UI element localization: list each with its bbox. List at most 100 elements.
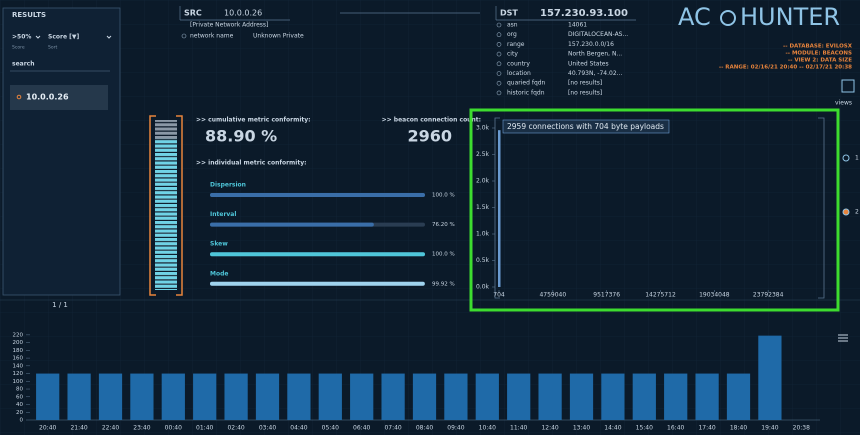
search-input[interactable]: search: [12, 61, 34, 68]
x-tick-label: 08:40: [416, 425, 433, 432]
bar: [569, 373, 594, 420]
metric-name: Skew: [210, 241, 228, 248]
bar: [287, 373, 311, 420]
src-label: SRC: [184, 9, 202, 18]
y-tick-label: 100: [13, 379, 24, 385]
x-tick-label: 05:40: [322, 425, 339, 432]
x-tick-label: 10:40: [479, 425, 496, 432]
highlight-box: [469, 108, 840, 312]
x-tick-label: 17:40: [698, 425, 715, 432]
y-tick-label: 0.0k: [476, 284, 490, 291]
y-tick-label: 0.5k: [476, 257, 490, 264]
bar: [444, 373, 468, 420]
bar: [193, 373, 217, 420]
metric-label: 100.0 %: [432, 193, 455, 199]
field-name: range: [507, 41, 525, 48]
y-tick-label: 200: [13, 340, 24, 346]
field-value: North Bergen, N...: [568, 51, 622, 58]
field-icon: [496, 22, 502, 28]
x-tick-label: 01:40: [196, 425, 213, 432]
field-name: city: [507, 51, 518, 58]
individual-title: >> individual metric conformity:: [196, 160, 307, 167]
src-frame: [179, 6, 480, 21]
metric-name: Interval: [210, 211, 236, 218]
field-name: quaried fqdn: [507, 80, 546, 87]
y-tick-label: 1.5k: [476, 204, 490, 211]
view-2[interactable]: 2: [855, 209, 859, 216]
field-value: United States: [568, 60, 609, 67]
context-line: -- VIEW 2: DATA SIZE: [788, 58, 852, 64]
bar: [726, 373, 751, 420]
context-line: -- DATABASE: EVILOSX: [783, 44, 853, 50]
y-tick-label: 3.0k: [476, 125, 490, 132]
result-ip[interactable]: 10.0.0.26: [26, 93, 69, 102]
field-icon: [181, 33, 187, 39]
bar: [381, 373, 405, 420]
cumulative-value: 88.90 %: [205, 127, 277, 146]
view-2-dot[interactable]: [842, 208, 850, 216]
x-tick-label: 06:40: [353, 425, 370, 432]
view-1-dot[interactable]: [842, 154, 850, 162]
result-item[interactable]: [10, 85, 108, 110]
gauge-frame: [149, 115, 183, 296]
bar: [475, 373, 499, 420]
x-tick-label: 14:40: [604, 425, 621, 432]
field-icon: [496, 71, 502, 76]
gauge-fill: [155, 138, 177, 290]
context-line: -- MODULE: BEACONS: [785, 51, 852, 57]
dropdown-arrows: [35, 35, 112, 39]
y-tick-label: 2.0k: [476, 178, 490, 185]
x-tick-label: 03:40: [259, 425, 276, 432]
bar: [130, 373, 154, 420]
x-tick-label: 704: [493, 292, 505, 299]
metric-bar: [210, 281, 425, 286]
panel-title: RESULTS: [12, 11, 46, 19]
y-tick-label: 80: [16, 387, 23, 393]
plot-frame: [494, 117, 825, 299]
y-tick-label: 160: [13, 356, 24, 362]
x-tick-label: 15:40: [636, 425, 653, 432]
filter-caption: Score: [12, 45, 25, 51]
x-tick-label: 19:40: [761, 425, 778, 432]
bar: [507, 373, 531, 420]
bar: [255, 373, 280, 420]
bar: [412, 373, 437, 420]
metric-name: Mode: [210, 270, 228, 277]
x-tick-label: 16:40: [667, 425, 684, 432]
context-line: -- RANGE: 02/16/21 20:40 -- 02/17/21 20:…: [719, 65, 852, 71]
dst-frame: [495, 6, 636, 21]
dst-label: DST: [500, 9, 518, 18]
y-tick-label: 20: [16, 410, 23, 416]
x-tick-label: 23:40: [133, 425, 150, 432]
bar: [161, 373, 185, 420]
x-tick-label: 00:40: [165, 425, 182, 432]
field-name: country: [507, 60, 530, 67]
count-value: 2960: [407, 127, 452, 146]
bar: [318, 373, 342, 420]
views-icon[interactable]: [841, 79, 855, 93]
field-value: 157.230.0.0/16: [568, 41, 614, 48]
sort-dropdown[interactable]: Score [▼]: [48, 34, 79, 41]
bar: [98, 373, 123, 420]
x-tick-label: 19034048: [699, 292, 730, 299]
count-title: >> beacon connection count:: [382, 117, 481, 124]
x-tick-label: 11:40: [510, 425, 527, 432]
field-icon: [496, 90, 502, 96]
x-tick-label: 20:38: [793, 425, 810, 432]
bar: [498, 130, 501, 287]
y-tick-label: 0: [20, 418, 24, 424]
result-marker: [16, 94, 22, 100]
field-name: location: [507, 70, 531, 77]
field-value: 14061: [568, 22, 587, 29]
y-tick-label: 40: [16, 402, 23, 408]
metric-bar: [210, 252, 425, 257]
x-tick-label: 09:40: [447, 425, 464, 432]
filter-dropdown[interactable]: >50%: [12, 34, 31, 41]
x-tick-label: 02:40: [227, 425, 244, 432]
view-1[interactable]: 1: [855, 155, 859, 162]
field-name: network name: [190, 33, 234, 40]
pager: 1 / 1: [52, 301, 68, 309]
y-tick-label: 220: [13, 332, 24, 338]
results-panel: [2, 7, 121, 296]
